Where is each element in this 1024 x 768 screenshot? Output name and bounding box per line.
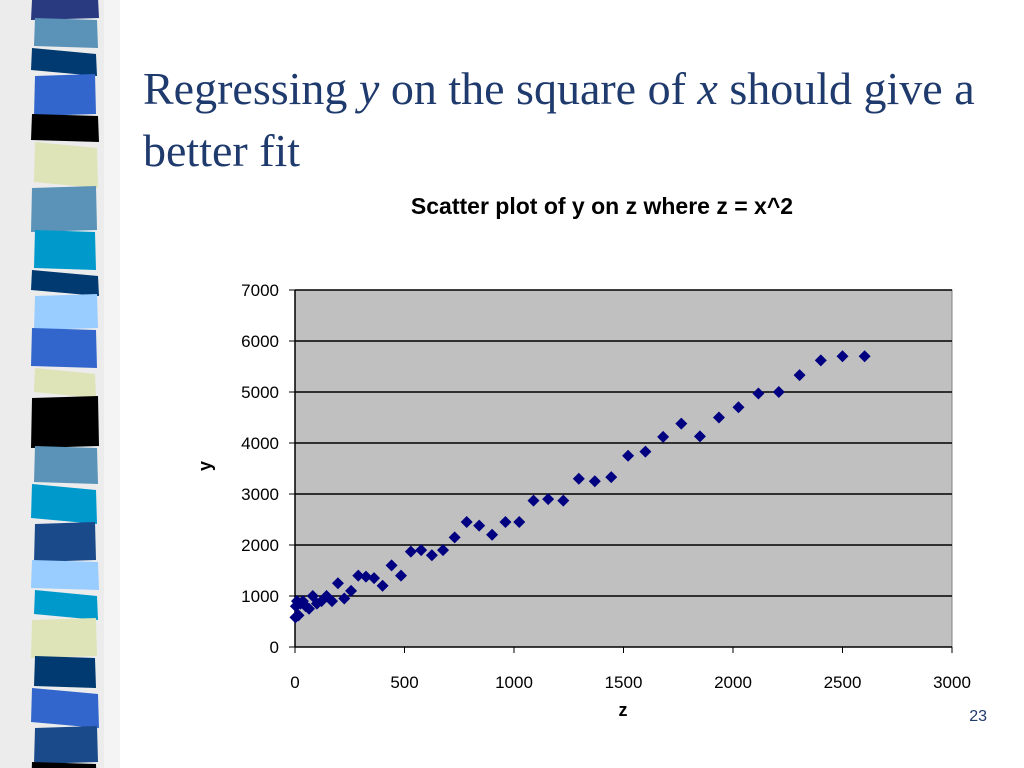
- strip-segment: [34, 368, 96, 398]
- data-points: [289, 350, 871, 624]
- y-axis-ticks: 0 1000 2000 3000 4000 5000 6000 7000: [241, 281, 295, 657]
- slide-title: Regressing y on the square of x should g…: [143, 58, 1003, 182]
- data-point: [752, 387, 765, 400]
- data-point: [385, 559, 398, 572]
- slide-title-part: should give a better fit: [143, 63, 975, 176]
- data-point: [368, 572, 381, 585]
- y-axis-label: y: [195, 461, 215, 471]
- data-point: [345, 584, 358, 597]
- data-point: [437, 544, 450, 557]
- data-point: [460, 516, 473, 529]
- y-tick-label: 3000: [241, 485, 279, 504]
- strip-segment: [34, 726, 98, 764]
- strip-segment: [34, 18, 98, 48]
- data-point: [557, 494, 570, 507]
- plot-area: [294, 289, 953, 648]
- x-tick-label: 0: [290, 673, 299, 692]
- data-point: [331, 577, 344, 590]
- y-tick-label: 4000: [241, 434, 279, 453]
- data-point: [542, 493, 555, 506]
- x-tick-label: 3000: [933, 673, 971, 692]
- strip-segment: [31, 270, 99, 296]
- strip-segment: [31, 0, 99, 20]
- data-point: [693, 430, 706, 443]
- data-point: [473, 519, 486, 532]
- x-tick-label: 2000: [714, 673, 752, 692]
- x-axis-label: z: [619, 700, 628, 720]
- y-tick-label: 6000: [241, 332, 279, 351]
- x-axis-ticks: 0 500 1000 1500 2000 2500 3000: [290, 647, 971, 692]
- y-tick-label: 2000: [241, 536, 279, 555]
- strip-segment: [31, 618, 97, 658]
- strip-segment: [31, 396, 99, 448]
- x-tick-label: 500: [390, 673, 418, 692]
- strip-shadow: [104, 0, 120, 768]
- strip-segment: [34, 74, 96, 116]
- slide-title-part: x: [697, 63, 718, 114]
- data-point: [858, 350, 871, 363]
- data-point: [338, 592, 351, 605]
- data-point: [712, 411, 725, 424]
- data-point: [448, 531, 461, 544]
- slide-title-part: on the square of: [379, 63, 698, 114]
- data-point: [359, 570, 372, 583]
- strip-segment: [31, 762, 97, 768]
- slide-title-part: Regressing: [143, 63, 359, 114]
- strip-segment: [34, 522, 96, 562]
- data-point: [793, 369, 806, 382]
- data-point: [303, 602, 316, 615]
- strip-segment: [31, 688, 99, 728]
- strip-segment: [31, 328, 97, 368]
- y-tick-label: 7000: [241, 281, 279, 300]
- data-point: [394, 569, 407, 582]
- strip-segment: [31, 48, 97, 76]
- data-point: [572, 472, 585, 485]
- gridlines: [295, 289, 952, 597]
- data-point: [499, 516, 512, 529]
- x-tick-label: 2500: [824, 673, 862, 692]
- strip-segment: [34, 590, 98, 620]
- y-tick-label: 5000: [241, 383, 279, 402]
- strip-segment: [31, 114, 99, 142]
- decorative-side-strip: [0, 0, 120, 768]
- data-point: [292, 609, 305, 622]
- data-point: [588, 475, 601, 488]
- slide-title-part: y: [358, 63, 380, 114]
- data-point: [772, 386, 785, 398]
- strip-segment: [34, 446, 98, 484]
- data-point: [527, 494, 540, 507]
- strip-segment: [34, 656, 96, 688]
- data-point: [415, 544, 428, 557]
- strip-segment: [31, 186, 97, 232]
- data-point: [352, 569, 365, 582]
- data-point: [675, 417, 688, 430]
- data-point: [732, 401, 745, 414]
- strip-segment: [34, 294, 98, 330]
- data-point: [605, 471, 618, 484]
- strip-segment: [34, 142, 98, 188]
- x-tick-label: 1500: [605, 673, 643, 692]
- data-point: [486, 528, 499, 541]
- page-number: 23: [969, 708, 987, 725]
- data-point: [639, 445, 652, 458]
- data-point: [836, 350, 849, 363]
- data-point: [326, 595, 339, 608]
- data-point: [814, 354, 827, 367]
- strip-segment: [34, 230, 96, 270]
- y-tick-label: 0: [270, 638, 279, 657]
- strip-segment: [31, 484, 97, 524]
- data-point: [376, 579, 389, 592]
- y-tick-label: 1000: [241, 587, 279, 606]
- data-point: [513, 516, 526, 529]
- x-tick-label: 1000: [495, 673, 533, 692]
- data-point: [622, 449, 635, 462]
- data-point: [425, 549, 438, 562]
- data-point: [657, 430, 670, 443]
- strip-segment: [31, 560, 99, 590]
- chart-title: Scatter plot of y on z where z = x^2: [411, 193, 793, 219]
- data-point: [404, 545, 417, 558]
